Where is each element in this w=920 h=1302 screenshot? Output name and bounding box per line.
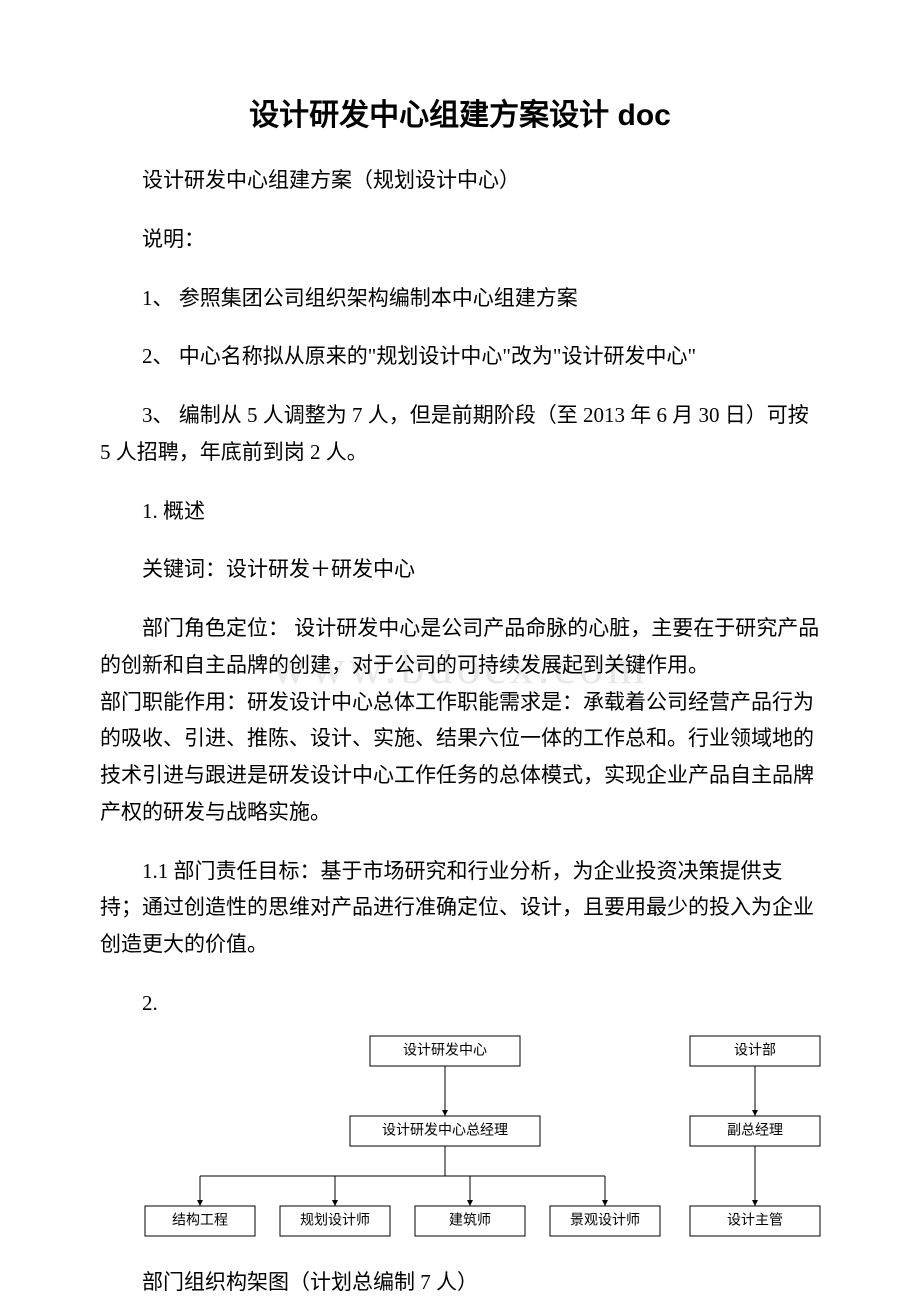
svg-text:景观设计师: 景观设计师 [570,1212,640,1228]
role-position: 部门角色定位： 设计研发中心是公司产品命脉的心脏，主要在于研究产品的创新和自主品… [100,610,820,684]
svg-text:设计研发中心: 设计研发中心 [403,1042,487,1058]
org-node-e: 结构工程 [145,1206,255,1236]
svg-text:设计主管: 设计主管 [727,1212,783,1228]
org-node-h: 景观设计师 [550,1206,660,1236]
section-2-marker: 2. [100,985,820,1022]
note-label: 说明： [100,221,820,258]
note-1: 1、 参照集团公司组织架构编制本中心组建方案 [100,280,820,317]
page-title: 设计研发中心组建方案设计 doc [100,90,820,134]
org-node-d: 副总经理 [690,1116,820,1146]
org-node-f: 规划设计师 [280,1206,390,1236]
keywords: 关键词：设计研发＋研发中心 [100,551,820,588]
section-1-heading: 1. 概述 [100,493,820,530]
orgchart-svg: 设计研发中心 设计部设计研发中心总经理 副总经理结构工程 规划设计师 建筑师 景观设计师 设… [135,1026,855,1246]
orgchart: 设计研发中心 设计部设计研发中心总经理 副总经理结构工程 规划设计师 建筑师 景观设计师 设… [135,1026,820,1246]
role-function: 部门职能作用：研发设计中心总体工作职能需求是：承载着公司经营产品行为的吸收、引进… [100,690,814,824]
svg-text:设计部: 设计部 [734,1042,776,1058]
org-node-a: 设计研发中心 [370,1036,520,1066]
section-1-1: 1.1 部门责任目标：基于市场研究和行业分析，为企业投资决策提供支持；通过创造性… [100,853,820,963]
svg-text:设计研发中心总经理: 设计研发中心总经理 [382,1122,508,1138]
org-node-i: 设计主管 [690,1206,820,1236]
subtitle: 设计研发中心组建方案（规划设计中心） [100,162,820,199]
svg-text:结构工程: 结构工程 [172,1212,228,1228]
org-node-c: 设计研发中心总经理 [350,1116,540,1146]
org-node-g: 建筑师 [415,1206,525,1236]
note-3: 3、 编制从 5 人调整为 7 人，但是前期阶段（至 2013 年 6 月 30… [100,397,820,471]
svg-text:规划设计师: 规划设计师 [300,1212,370,1228]
note-2: 2、 中心名称拟从原来的"规划设计中心"改为"设计研发中心" [100,338,820,375]
orgchart-caption: 部门组织构架图（计划总编制 7 人） [100,1264,820,1301]
org-node-b: 设计部 [690,1036,820,1066]
svg-text:建筑师: 建筑师 [449,1212,491,1228]
svg-text:副总经理: 副总经理 [727,1122,783,1138]
